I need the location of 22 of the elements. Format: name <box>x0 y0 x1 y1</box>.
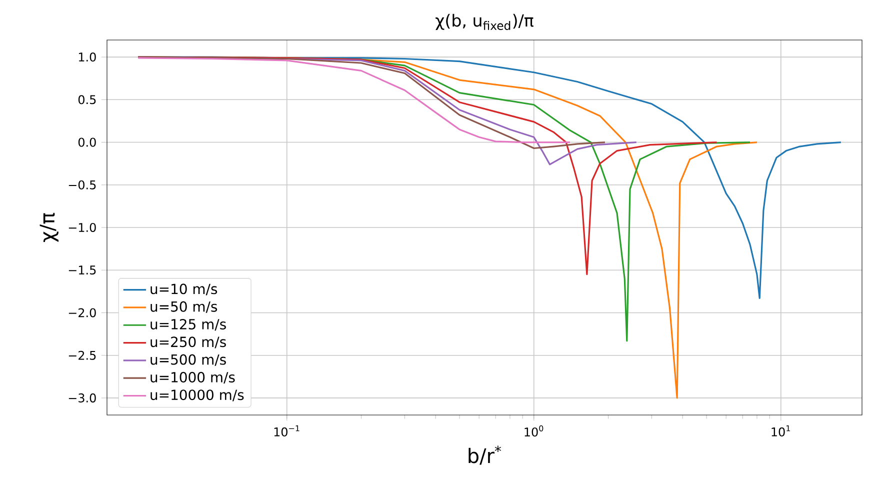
y-tick-label: 0.5 <box>78 95 96 104</box>
x-tick-label: 10$^{1}$ <box>772 425 790 436</box>
legend-label: u=125 m/s <box>150 318 226 331</box>
y-tick-label: −1.5 <box>68 266 96 275</box>
y-tick-label: 0.0 <box>78 138 96 147</box>
y-tick-label: 1.0 <box>78 52 96 62</box>
y-tick-label: −3.0 <box>68 393 96 402</box>
y-tick-label: −1.0 <box>68 222 96 232</box>
x-tick-label: 10$^{0}$ <box>524 425 544 437</box>
chart-title: χ(b, u$_{fixed}$)/π <box>436 14 534 30</box>
legend-label: u=10000 m/s <box>150 390 244 402</box>
y-axis-title: χ/π <box>40 212 58 242</box>
x-tick-label: 10$^{−1}$ <box>274 425 300 436</box>
y-tick-label: −2.0 <box>68 308 96 318</box>
x-axis-title: b/r$^{*}$ <box>468 446 502 465</box>
legend-label: u=10 m/s <box>150 284 218 296</box>
legend-label: u=250 m/s <box>150 336 226 348</box>
y-tick-label: −2.5 <box>68 350 96 360</box>
legend-label: u=50 m/s <box>150 301 218 313</box>
legend-label: u=500 m/s <box>150 354 226 366</box>
y-tick-label: −0.5 <box>68 180 96 190</box>
legend-label: u=1000 m/s <box>150 372 235 384</box>
